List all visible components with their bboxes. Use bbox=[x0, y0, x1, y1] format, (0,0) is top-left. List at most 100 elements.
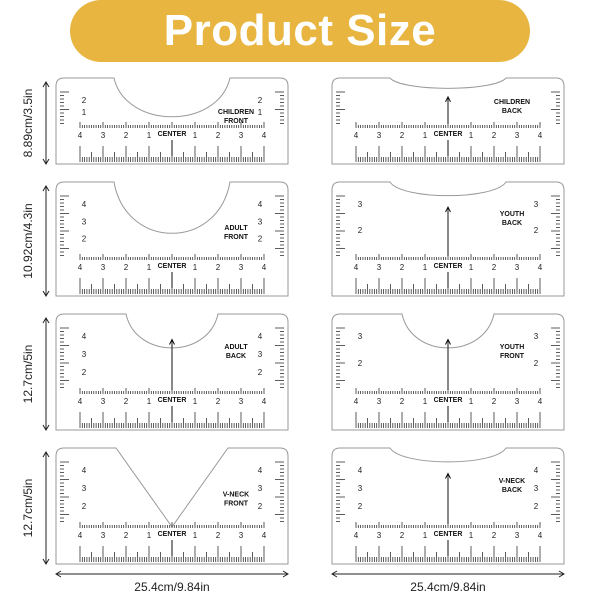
scale-number: 2 bbox=[124, 263, 129, 272]
side-number: 3 bbox=[82, 484, 87, 493]
scale-number: 3 bbox=[101, 397, 106, 406]
height-dimension-label: 10.92cm/4.3in bbox=[21, 203, 35, 278]
side-number: 3 bbox=[258, 350, 263, 359]
scale-number: 1 bbox=[469, 131, 474, 140]
side-number: 1 bbox=[258, 108, 263, 117]
guide-label: FRONT bbox=[224, 118, 249, 125]
dimensions: 8.89cm/3.5in 10.92cm/4.3in 12.7cm/5in 12.7c… bbox=[21, 81, 565, 594]
center-label: CENTER bbox=[434, 263, 463, 270]
scale-number: 3 bbox=[515, 263, 520, 272]
scale-number: 1 bbox=[469, 263, 474, 272]
ruler-v-neck-front: 4 3 2 1 1 2 3 4 CENTER 4 3 2 4 3 2 V-NECK FRONT bbox=[55, 447, 289, 565]
side-number: 3 bbox=[534, 332, 539, 341]
center-label: CENTER bbox=[434, 131, 463, 138]
height-dimension-label: 8.89cm/3.5in bbox=[21, 89, 35, 158]
ruler-youth-front: 4 3 2 1 1 2 3 4 CENTER 3 2 3 2 YOUTH FRONT bbox=[331, 313, 565, 431]
scale-number: 1 bbox=[193, 263, 198, 272]
scale-number: 3 bbox=[377, 531, 382, 540]
dimension-arrow bbox=[55, 570, 289, 578]
scale-number: 2 bbox=[400, 531, 405, 540]
guide-label: YOUTH bbox=[500, 344, 525, 351]
scale-number: 4 bbox=[354, 263, 359, 272]
side-number: 4 bbox=[534, 466, 539, 475]
scale-number: 4 bbox=[538, 263, 543, 272]
side-number: 2 bbox=[258, 368, 263, 377]
guide-label: FRONT bbox=[224, 234, 249, 241]
guide-label: ADULT bbox=[224, 225, 248, 232]
side-number: 2 bbox=[358, 359, 363, 368]
scale-number: 4 bbox=[262, 263, 267, 272]
scale-number: 1 bbox=[423, 397, 428, 406]
side-number: 4 bbox=[258, 466, 263, 475]
side-number: 4 bbox=[258, 332, 263, 341]
center-arrow-head bbox=[445, 338, 451, 345]
scale-number: 4 bbox=[262, 131, 267, 140]
dimension-arrow bbox=[42, 317, 50, 431]
guide-label: V-NECK bbox=[499, 478, 525, 485]
side-number: 2 bbox=[82, 235, 87, 244]
side-number: 2 bbox=[82, 502, 87, 511]
ruler-outline bbox=[55, 77, 289, 165]
guide-label: CHILDREN bbox=[218, 109, 254, 116]
guide-label: FRONT bbox=[224, 501, 249, 508]
side-number: 4 bbox=[358, 466, 363, 475]
scale-number: 4 bbox=[354, 397, 359, 406]
scale-number: 2 bbox=[216, 531, 221, 540]
side-number: 4 bbox=[82, 200, 87, 209]
ruler-children-back: 4 3 2 1 1 2 3 4 CENTER CHILDREN BACK bbox=[331, 77, 565, 165]
center-arrow-head bbox=[445, 205, 451, 213]
center-label: CENTER bbox=[434, 531, 463, 538]
scale-number: 3 bbox=[377, 263, 382, 272]
ruler-adult-front: 4 3 2 1 1 2 3 4 CENTER 4 3 2 4 3 2 ADULT FRONT bbox=[55, 181, 289, 297]
side-number: 1 bbox=[82, 108, 87, 117]
center-label: CENTER bbox=[158, 131, 187, 138]
side-number: 3 bbox=[358, 484, 363, 493]
scale-number: 1 bbox=[147, 531, 152, 540]
scale-number: 3 bbox=[515, 131, 520, 140]
dimension-arrow bbox=[42, 451, 50, 565]
scale-number: 2 bbox=[124, 531, 129, 540]
center-arrow-head bbox=[445, 472, 451, 479]
side-number: 3 bbox=[82, 350, 87, 359]
scale-number: 4 bbox=[78, 131, 83, 140]
scale-number: 4 bbox=[538, 131, 543, 140]
center-label: CENTER bbox=[434, 397, 463, 404]
scale-number: 1 bbox=[147, 263, 152, 272]
scale-number: 2 bbox=[216, 397, 221, 406]
scale-number: 4 bbox=[354, 531, 359, 540]
guide-label: V-NECK bbox=[223, 492, 249, 499]
scale-number: 2 bbox=[400, 397, 405, 406]
ruler-outline bbox=[55, 181, 289, 297]
center-label: CENTER bbox=[158, 531, 187, 538]
center-arrow-head bbox=[169, 338, 175, 345]
scale-number: 4 bbox=[262, 531, 267, 540]
side-number: 3 bbox=[358, 200, 363, 209]
dimension-arrow bbox=[42, 81, 50, 165]
scale-number: 2 bbox=[400, 131, 405, 140]
dimension-arrow bbox=[42, 185, 50, 297]
width-dimension-label: 25.4cm/9.84in bbox=[410, 580, 485, 594]
scale-number: 4 bbox=[538, 531, 543, 540]
scale-number: 2 bbox=[216, 263, 221, 272]
scale-number: 2 bbox=[492, 397, 497, 406]
scale-number: 4 bbox=[262, 397, 267, 406]
scale-number: 3 bbox=[239, 131, 244, 140]
scale-number: 1 bbox=[193, 131, 198, 140]
scale-number: 2 bbox=[492, 131, 497, 140]
side-number: 4 bbox=[82, 466, 87, 475]
side-number: 2 bbox=[534, 359, 539, 368]
scale-number: 4 bbox=[78, 397, 83, 406]
side-number: 2 bbox=[358, 502, 363, 511]
guide-label: ADULT bbox=[224, 344, 248, 351]
side-number: 2 bbox=[258, 235, 263, 244]
side-number: 2 bbox=[82, 96, 87, 105]
side-number: 2 bbox=[258, 502, 263, 511]
ruler-youth-back: 4 3 2 1 1 2 3 4 CENTER 3 2 3 2 YOUTH BACK bbox=[331, 181, 565, 297]
side-number: 3 bbox=[358, 332, 363, 341]
scale-number: 1 bbox=[193, 531, 198, 540]
scale-number: 3 bbox=[515, 531, 520, 540]
center-label: CENTER bbox=[158, 263, 187, 270]
guide-label: CHILDREN bbox=[494, 99, 530, 106]
scale-number: 4 bbox=[78, 263, 83, 272]
